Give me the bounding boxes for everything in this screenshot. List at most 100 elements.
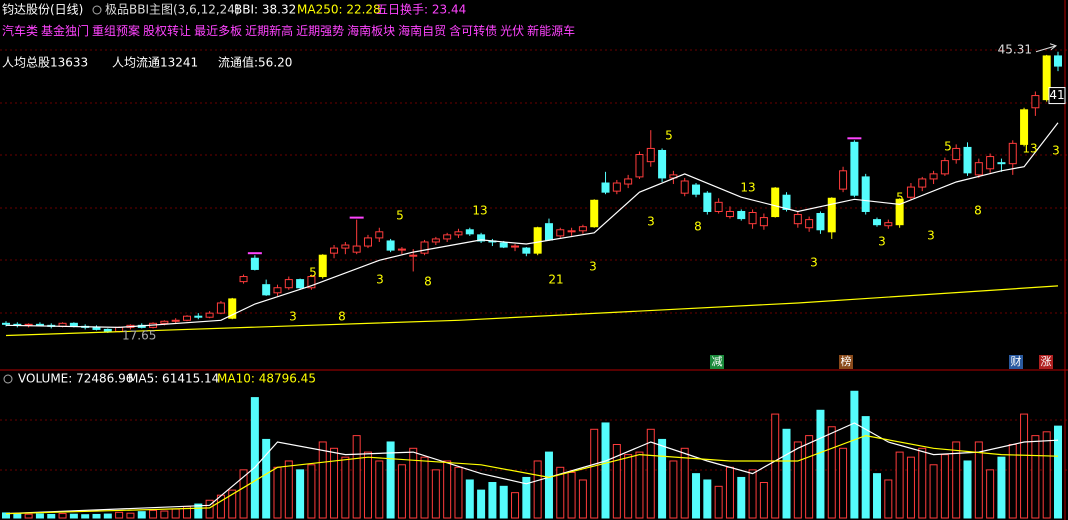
candle-body (692, 184, 701, 195)
volume-bar (805, 435, 814, 519)
candle-body (92, 326, 101, 330)
candle-body (714, 201, 723, 212)
candle-body (556, 229, 565, 237)
volume-bar (375, 460, 384, 519)
volume-bar (47, 513, 56, 519)
volume-bar (782, 428, 791, 519)
candle-body (386, 240, 395, 251)
low-label: 17.65 (122, 328, 156, 342)
event-label: 涨 (1041, 355, 1052, 368)
volume-bar (171, 508, 180, 519)
info-text: 五日换手: 23.44 (376, 3, 466, 17)
volume-bar (748, 469, 757, 519)
last-label-box (1048, 87, 1066, 105)
volume-bar (850, 390, 859, 519)
annotation: 5 (896, 191, 904, 205)
candle-body (522, 247, 531, 254)
candle-body (918, 178, 927, 188)
indicator-line (5, 434, 1059, 515)
candle-body (284, 279, 293, 289)
volume-bar (556, 466, 565, 519)
event-label: 财 (1011, 354, 1022, 368)
annotation: 3 (289, 310, 297, 324)
candle-body (827, 197, 836, 233)
annotation: 13 (740, 181, 755, 195)
candle-body (205, 312, 214, 318)
volume-bar (986, 469, 995, 519)
candle-body (861, 176, 870, 212)
candle-body (680, 180, 689, 194)
volume-bar (522, 476, 531, 519)
candle-body (906, 186, 915, 198)
annotation: 3 (589, 260, 597, 274)
candle-body (397, 248, 406, 251)
candle-body (997, 162, 1006, 165)
volume-bar (929, 464, 938, 519)
volume-bar (771, 413, 780, 519)
candle-body (296, 279, 305, 289)
volume-bar (884, 479, 893, 519)
volume-bar (658, 438, 667, 519)
annotation: 3 (878, 235, 886, 249)
candle-body (318, 254, 327, 278)
candle-body (250, 257, 259, 270)
legend-entry: VOLUME: 72486.96 (18, 372, 133, 386)
indicator-line (5, 422, 1059, 515)
legend-entry: MA250: 22.28 (297, 3, 381, 17)
tag: 近期新高 (245, 23, 293, 38)
candle-body (454, 231, 463, 236)
volume-bar (126, 512, 135, 519)
candle-body (873, 219, 882, 226)
candle-body (409, 254, 418, 257)
tag: 基金独门 (41, 23, 89, 38)
volume-bar (827, 426, 836, 519)
annotation: 8 (424, 275, 432, 289)
candle-body (171, 319, 180, 322)
volume-bar (24, 513, 33, 519)
candle-body (940, 160, 949, 175)
legend-entry: MA10: 48796.45 (217, 372, 316, 386)
annotation: 3 (927, 229, 935, 243)
candle-body (1020, 109, 1029, 145)
volume-bar (137, 511, 146, 519)
volume-bar (307, 464, 316, 519)
tag: 近期强势 (296, 24, 344, 38)
volume-bar (725, 466, 734, 519)
candle-body (2, 322, 10, 325)
tag: 股权转让 (143, 23, 191, 38)
volume-bar (262, 438, 271, 519)
candle-body (1031, 95, 1040, 109)
candle-body (273, 287, 282, 294)
candle-body (544, 223, 553, 241)
candle-body (759, 217, 768, 227)
volume-bar (205, 499, 214, 519)
volume-bar (35, 513, 44, 519)
annotation: 3 (376, 273, 384, 287)
candle-body (578, 226, 587, 232)
volume-bar (318, 441, 327, 519)
candle-body (465, 229, 474, 235)
volume-bar (940, 454, 949, 519)
tag: 新能源车 (527, 23, 575, 38)
event-badge (710, 355, 724, 369)
candle-body (839, 170, 848, 190)
volume-bar (511, 492, 520, 519)
volume-bar (160, 510, 169, 519)
candle-body (635, 154, 644, 178)
candle-body (160, 320, 169, 324)
volume-bar (601, 422, 610, 519)
annotation: 8 (974, 204, 982, 218)
annotation: 5 (309, 266, 317, 280)
volume-bar (533, 460, 542, 519)
annotation: 8 (338, 310, 346, 324)
volume-bar (239, 469, 248, 519)
tag: 海南板块 (347, 23, 395, 38)
event-badge (1039, 355, 1053, 369)
tag: 海南自贸 (398, 23, 446, 38)
candle-body (352, 245, 361, 253)
event-badge (1009, 355, 1023, 369)
candle-body (341, 244, 350, 249)
candle-body (216, 302, 225, 314)
volume-bar (646, 428, 655, 519)
